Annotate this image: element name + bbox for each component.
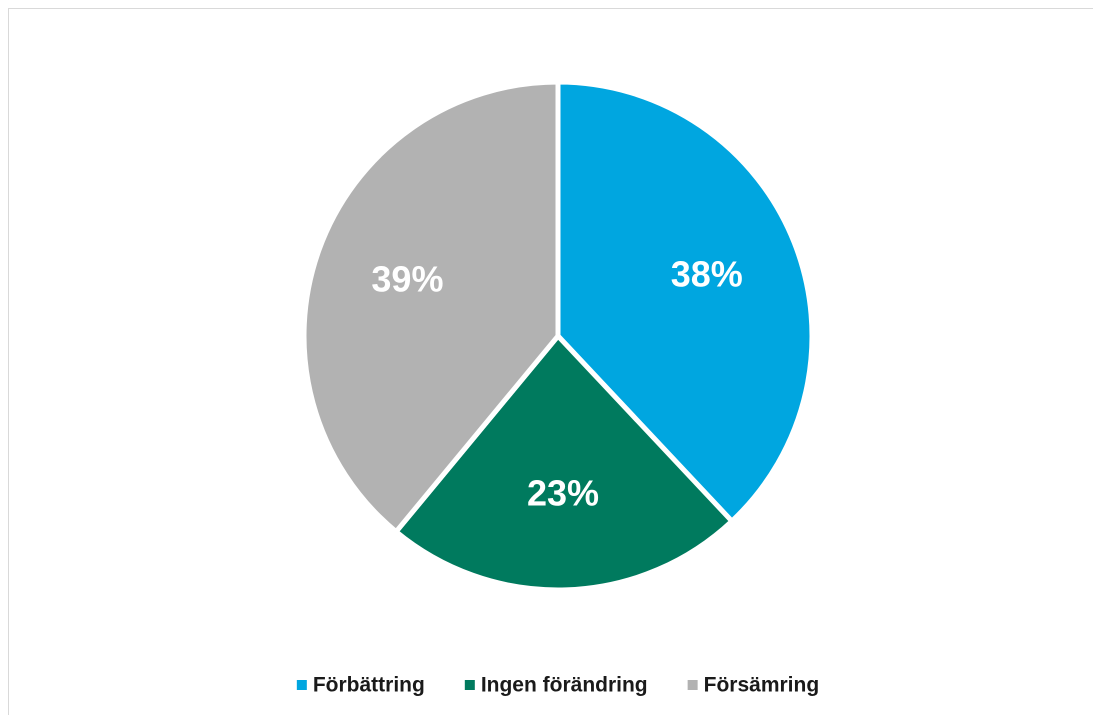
legend-swatch [296, 680, 307, 690]
pie-slice [301, 79, 561, 535]
legend-label: Förbättring [313, 674, 425, 697]
value-label: 38% [671, 254, 743, 295]
value-label: 23% [527, 472, 599, 513]
legend-swatch [464, 680, 475, 690]
legend-label: Ingen förändring [481, 674, 648, 697]
pie-slice [393, 333, 735, 593]
pie-slice [555, 79, 815, 524]
value-label: 39% [371, 258, 443, 299]
legend-swatch [687, 680, 698, 690]
legend-label: Försämring [704, 674, 820, 697]
